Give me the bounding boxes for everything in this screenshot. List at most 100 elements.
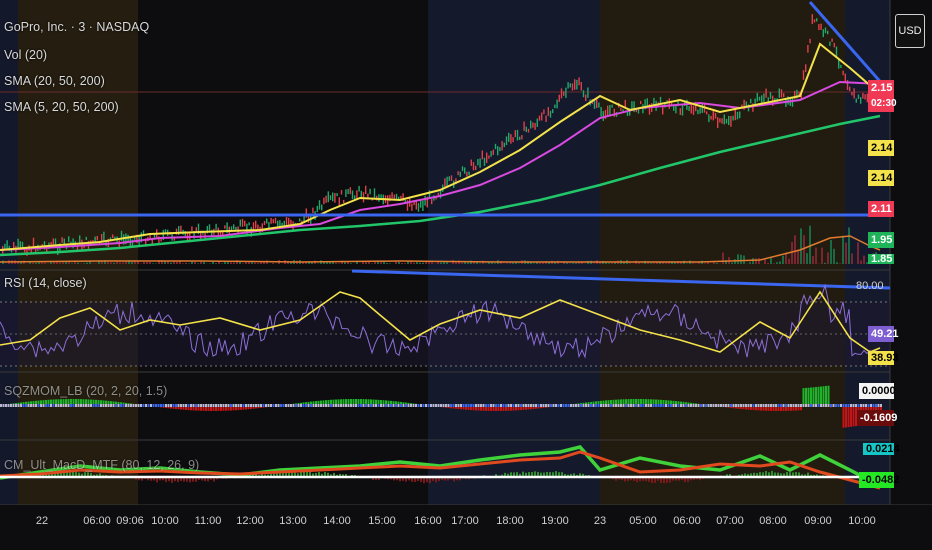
squeeze-bar	[185, 405, 187, 410]
price-scale[interactable]: 2.15 02:30 2.14 2.14 2.11 1.95 1.85 80.0…	[856, 0, 932, 505]
legend-volume[interactable]: Vol (20)	[4, 48, 48, 62]
candle	[530, 120, 532, 129]
squeeze-bar	[507, 405, 510, 411]
squeeze-dot	[25, 404, 27, 407]
legend-squeeze[interactable]: SQZMOM_LB (20, 2, 20, 1.5)	[4, 384, 168, 398]
squeeze-bar	[475, 405, 477, 411]
squeeze-dot	[805, 404, 807, 407]
candle	[794, 90, 796, 99]
squeeze-bar	[640, 399, 642, 405]
rsi-ma-tag: 38.93	[868, 351, 899, 365]
macd-hist-bar	[315, 472, 317, 477]
squeeze-bar	[745, 405, 747, 410]
legend-sma-1[interactable]: SMA (20, 50, 200)	[4, 74, 105, 88]
macd-hist-bar	[774, 472, 776, 477]
candle	[552, 109, 554, 114]
squeeze-dot	[137, 404, 140, 407]
squeeze-dot	[207, 404, 210, 407]
volume-bar	[191, 261, 193, 264]
candle	[415, 201, 417, 210]
volume-bar	[338, 263, 340, 264]
squeeze-dot	[745, 404, 747, 407]
squeeze-dot	[712, 404, 715, 407]
squeeze-dot	[420, 404, 422, 407]
volume-bar	[71, 263, 73, 264]
candle	[745, 101, 747, 107]
squeeze-dot	[77, 404, 80, 407]
candle	[197, 223, 200, 234]
volume-bar	[824, 262, 826, 264]
squeeze-bar	[347, 399, 350, 405]
legend-macd[interactable]: CM_Ult_MacD_MTF (80, 12, 26, 9)	[4, 458, 200, 472]
candle	[32, 237, 35, 249]
candle	[736, 111, 739, 120]
squeeze-bar	[102, 400, 105, 405]
squeeze-bar	[107, 400, 110, 405]
candle	[109, 237, 112, 241]
macd-hist-bar	[438, 477, 440, 482]
macd-hist-bar	[522, 471, 524, 477]
squeeze-dot	[142, 404, 145, 407]
volume-bar	[773, 263, 775, 264]
squeeze-dot	[167, 404, 170, 407]
squeeze-dot	[845, 404, 847, 407]
macd-hist-bar	[294, 472, 296, 477]
squeeze-bar	[785, 405, 787, 411]
candle	[833, 42, 835, 48]
volume-bar	[92, 263, 94, 264]
squeeze-dot	[237, 404, 240, 407]
squeeze-dot	[565, 404, 567, 407]
squeeze-bar	[210, 405, 212, 411]
volume-bar	[167, 260, 169, 264]
squeeze-bar	[525, 405, 527, 410]
squeeze-bar	[827, 385, 830, 405]
time-tick-label: 16:00	[414, 515, 442, 527]
volume-bar	[695, 263, 697, 264]
squeeze-bar	[590, 401, 592, 405]
squeeze-bar	[757, 405, 760, 411]
candle	[466, 171, 468, 177]
squeeze-dot	[685, 404, 687, 407]
squeeze-bar	[685, 402, 687, 405]
macd-hist-bar	[156, 477, 158, 483]
volume-bar	[575, 263, 577, 264]
squeeze-bar	[175, 405, 177, 410]
candle	[728, 115, 730, 126]
squeeze-dot	[622, 404, 625, 407]
squeeze-bar	[502, 405, 505, 411]
squeeze-dot	[512, 404, 515, 407]
squeeze-bar	[197, 405, 200, 411]
volume-bar	[68, 260, 70, 264]
candle	[158, 236, 160, 245]
squeeze-bar	[92, 399, 95, 405]
squeeze-bar	[457, 405, 460, 410]
candle	[398, 196, 400, 201]
time-axis[interactable]: 22 06:00 09:06 10:00 11:00 12:00 13:00 14:00 15:…	[0, 505, 932, 550]
candle	[695, 101, 697, 112]
macd-hist-bar	[261, 473, 263, 477]
squeeze-bar	[740, 405, 742, 410]
macd-hist-bar	[162, 477, 164, 481]
macd-hist-bar	[666, 477, 668, 483]
candle	[688, 106, 690, 112]
legend-sma-2[interactable]: SMA (5, 20, 50, 200)	[4, 100, 119, 114]
squeeze-bar	[495, 405, 497, 411]
currency-button[interactable]: USD	[895, 14, 925, 48]
macd-hist-bar	[288, 472, 290, 477]
squeeze-dot	[495, 404, 497, 407]
squeeze-dot	[652, 404, 655, 407]
squeeze-bar	[20, 402, 22, 405]
candle	[635, 108, 637, 113]
time-tick-label: 08:00	[759, 515, 787, 527]
squeeze-dot	[465, 404, 467, 407]
legend-rsi[interactable]: RSI (14, close)	[4, 276, 87, 290]
candle	[428, 190, 431, 199]
volume-bar	[599, 261, 601, 264]
squeeze-dot	[422, 404, 425, 407]
volume-bar	[302, 262, 304, 264]
volume-bar	[731, 262, 733, 264]
volume-bar	[455, 262, 457, 264]
squeeze-bar	[377, 399, 380, 405]
candle	[175, 228, 178, 235]
